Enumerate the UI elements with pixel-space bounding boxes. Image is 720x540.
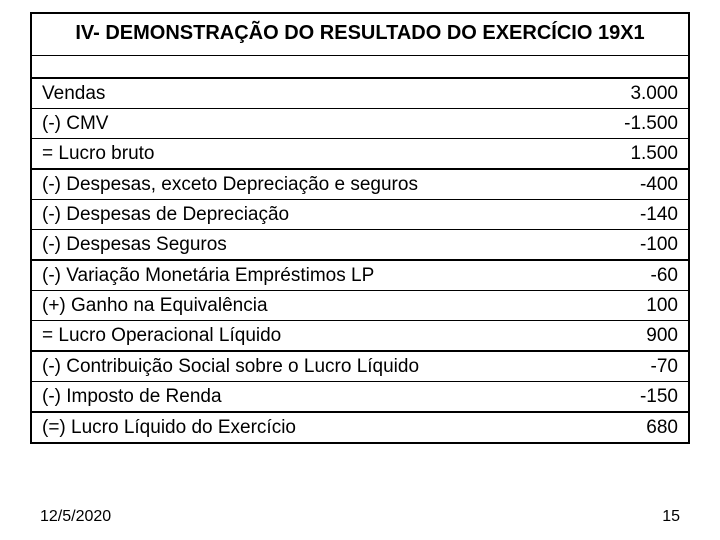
row-value: 1.500 bbox=[630, 143, 678, 165]
footer-page: 15 bbox=[662, 508, 680, 526]
row-value: -60 bbox=[651, 265, 678, 287]
table-row: (=) Lucro Líquido do Exercício 680 bbox=[32, 411, 688, 442]
row-value: -70 bbox=[651, 356, 678, 378]
row-label: (-) Contribuição Social sobre o Lucro Lí… bbox=[42, 356, 419, 378]
title-spacer bbox=[32, 55, 688, 77]
row-value: 100 bbox=[646, 295, 678, 317]
table-row: (-) Contribuição Social sobre o Lucro Lí… bbox=[32, 350, 688, 381]
row-value: -1.500 bbox=[624, 113, 678, 135]
footer-date: 12/5/2020 bbox=[40, 508, 111, 526]
table-row: (+) Ganho na Equivalência 100 bbox=[32, 290, 688, 320]
row-label: (-) CMV bbox=[42, 113, 108, 135]
row-label: Vendas bbox=[42, 83, 105, 105]
page-footer: 12/5/2020 15 bbox=[40, 508, 680, 526]
row-label: (-) Variação Monetária Empréstimos LP bbox=[42, 265, 374, 287]
table-row: (-) Imposto de Renda -150 bbox=[32, 381, 688, 411]
row-value: 3.000 bbox=[630, 83, 678, 105]
table-row: (-) Despesas de Depreciação -140 bbox=[32, 199, 688, 229]
row-value: -100 bbox=[640, 234, 678, 256]
row-value: 680 bbox=[646, 417, 678, 439]
table-row: (-) Despesas, exceto Depreciação e segur… bbox=[32, 168, 688, 199]
table-row: = Lucro Operacional Líquido 900 bbox=[32, 320, 688, 350]
table-row: (-) CMV -1.500 bbox=[32, 108, 688, 138]
row-value: -140 bbox=[640, 204, 678, 226]
table-row: Vendas 3.000 bbox=[32, 77, 688, 108]
row-value: -150 bbox=[640, 386, 678, 408]
table-row: (-) Variação Monetária Empréstimos LP -6… bbox=[32, 259, 688, 290]
row-label: (=) Lucro Líquido do Exercício bbox=[42, 417, 296, 439]
row-label: (-) Despesas de Depreciação bbox=[42, 204, 289, 226]
dre-table: IV- DEMONSTRAÇÃO DO RESULTADO DO EXERCÍC… bbox=[30, 12, 690, 444]
row-label: = Lucro bruto bbox=[42, 143, 155, 165]
table-title: IV- DEMONSTRAÇÃO DO RESULTADO DO EXERCÍC… bbox=[32, 14, 688, 55]
row-label: (-) Despesas Seguros bbox=[42, 234, 227, 256]
table-row: (-) Despesas Seguros -100 bbox=[32, 229, 688, 259]
row-label: (-) Despesas, exceto Depreciação e segur… bbox=[42, 174, 418, 196]
table-row: = Lucro bruto 1.500 bbox=[32, 138, 688, 168]
row-value: -400 bbox=[640, 174, 678, 196]
row-value: 900 bbox=[646, 325, 678, 347]
row-label: (+) Ganho na Equivalência bbox=[42, 295, 268, 317]
row-label: (-) Imposto de Renda bbox=[42, 386, 222, 408]
row-label: = Lucro Operacional Líquido bbox=[42, 325, 281, 347]
